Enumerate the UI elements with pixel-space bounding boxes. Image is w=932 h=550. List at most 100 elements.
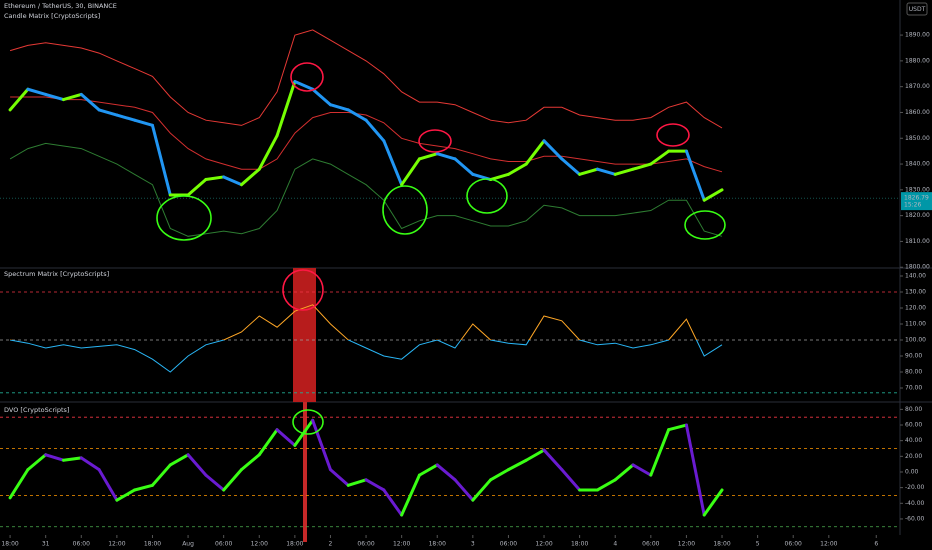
line-segment xyxy=(97,468,119,502)
x-tick-label: 31 xyxy=(42,541,50,548)
line-segment xyxy=(382,488,404,517)
y-tick-label: 60.00 xyxy=(905,422,922,429)
y-tick-label: 1820.00 xyxy=(905,212,930,219)
line-segment xyxy=(435,463,457,482)
line-segment xyxy=(186,453,208,477)
line-segment xyxy=(471,478,493,502)
line-segment xyxy=(417,463,439,477)
last-value-label: 1826.79 xyxy=(904,195,929,202)
line-segment xyxy=(613,463,635,482)
y-tick-label: 1850.00 xyxy=(905,135,930,142)
line-segment xyxy=(44,453,65,462)
line-segment xyxy=(133,118,154,127)
line-segment xyxy=(239,167,261,187)
x-tick-label: 12:00 xyxy=(251,541,268,548)
line-segment xyxy=(702,188,724,202)
line-segment xyxy=(61,92,83,102)
line-segment xyxy=(204,175,226,182)
x-tick-label: 6 xyxy=(874,541,878,548)
y-tick-label: 1880.00 xyxy=(905,57,930,64)
x-tick-label: 12:00 xyxy=(393,541,410,548)
x-tick-label: 06:00 xyxy=(73,541,90,548)
highlight-line xyxy=(303,402,307,542)
circle xyxy=(290,62,324,92)
x-tick-label: 18:00 xyxy=(713,541,730,548)
last-value-box xyxy=(901,192,932,211)
y-tick-label: 120.00 xyxy=(905,305,926,312)
line-segment xyxy=(311,418,332,472)
line-segment xyxy=(26,453,48,472)
x-tick-label: 06:00 xyxy=(215,541,232,548)
y-tick-label: -20.00 xyxy=(905,484,925,491)
y-tick-label: -40.00 xyxy=(905,500,925,507)
series-line xyxy=(10,304,723,373)
line-segment xyxy=(489,172,510,182)
line-segment xyxy=(649,428,671,477)
circle xyxy=(466,178,508,214)
line-segment xyxy=(311,87,332,107)
circle xyxy=(684,210,726,240)
currency-button[interactable] xyxy=(906,2,928,16)
line-segment xyxy=(560,468,582,492)
indicator-title: DVO [CryptoScripts] xyxy=(4,406,69,414)
line-segment xyxy=(275,428,297,447)
line-segment xyxy=(168,453,190,467)
x-tick-label: Aug xyxy=(182,541,194,548)
x-tick-label: 18:00 xyxy=(571,541,588,548)
line-segment xyxy=(364,118,386,143)
line-segment xyxy=(453,478,475,502)
line-segment xyxy=(453,157,475,176)
line-segment xyxy=(631,463,653,477)
line-segment xyxy=(44,92,65,102)
x-tick-label: 12:00 xyxy=(678,541,695,548)
line-segment xyxy=(595,167,617,176)
y-tick-label: 1800.00 xyxy=(905,264,930,271)
line-segment xyxy=(649,149,671,166)
marks: 1890.00 1880.00 1870.00 1860.00 1850.00 1840.… xyxy=(0,29,932,548)
line-segment xyxy=(239,453,261,472)
x-tick-label: 4 xyxy=(613,541,617,548)
x-tick-label: 18:00 xyxy=(1,541,18,548)
line-segment xyxy=(542,448,564,472)
line-segment xyxy=(328,468,350,487)
circle xyxy=(156,195,212,241)
line-segment xyxy=(328,103,350,112)
line-segment xyxy=(684,149,706,202)
line-segment xyxy=(204,473,226,492)
x-tick-label: 06:00 xyxy=(642,541,659,548)
y-tick-label: 1860.00 xyxy=(905,109,930,116)
line-segment xyxy=(524,448,546,462)
line-segment xyxy=(150,123,172,197)
x-tick-label: 18:00 xyxy=(286,541,303,548)
line-segment xyxy=(79,92,101,112)
line-segment xyxy=(560,157,582,176)
line-segment xyxy=(684,423,706,517)
x-tick-label: 3 xyxy=(471,541,475,548)
line-segment xyxy=(506,458,528,472)
circle xyxy=(656,123,690,147)
line-segment xyxy=(26,87,48,96)
line-segment xyxy=(489,468,510,482)
x-tick-label: 06:00 xyxy=(357,541,374,548)
line-segment xyxy=(542,139,564,161)
line-segment xyxy=(275,80,297,138)
countdown: 15:26 xyxy=(904,202,921,209)
x-tick-label: 18:00 xyxy=(144,541,161,548)
series-line xyxy=(10,96,723,173)
circle xyxy=(282,269,324,311)
line-segment xyxy=(346,108,368,122)
line-segment xyxy=(417,152,439,161)
currency-label[interactable]: USDT xyxy=(909,6,926,13)
y-tick-label: 1870.00 xyxy=(905,83,930,90)
y-tick-label: 70.00 xyxy=(905,385,922,392)
line-segment xyxy=(257,428,279,457)
line-segment xyxy=(364,478,386,492)
y-tick-label: 40.00 xyxy=(905,437,922,444)
x-tick-label: 2 xyxy=(329,541,333,548)
y-tick-label: 140.00 xyxy=(905,273,926,280)
y-tick-label: 80.00 xyxy=(905,406,922,413)
indicator-title: Candle Matrix [CryptoScripts] xyxy=(4,12,100,20)
y-tick-label: 20.00 xyxy=(905,453,922,460)
